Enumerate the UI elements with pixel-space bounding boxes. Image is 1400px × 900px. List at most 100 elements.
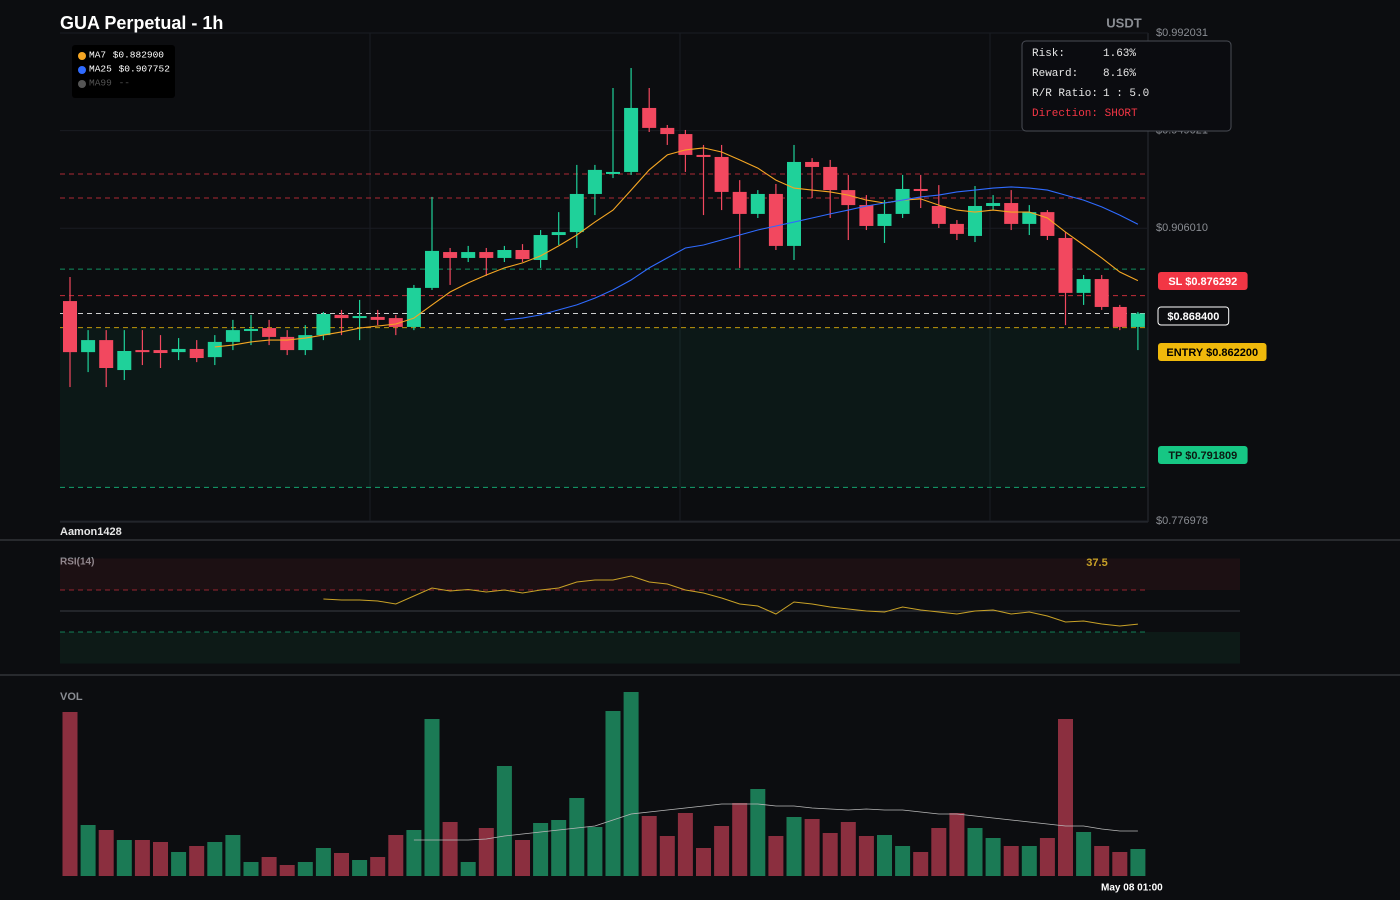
candle-body [406,287,421,327]
candle-body [768,193,783,246]
volume-bar [153,842,168,876]
candle-body [750,193,765,214]
candle-body [841,190,856,206]
price-tag [1158,446,1248,464]
candle-body [968,205,982,236]
volume-bar [116,840,132,876]
candle-body [1130,313,1145,327]
volume-bar [877,835,892,876]
risk-label: Reward: [1032,68,1078,80]
volume-bar [496,766,512,876]
overbought-zone [60,558,1240,590]
risk-box-frame [1021,40,1232,132]
volume-bar [370,857,386,876]
volume-bar [460,862,476,876]
volume-bar [134,840,150,876]
volume-bar [641,816,657,876]
candle-body [316,313,331,336]
risk-label: R/R Ratio: [1032,88,1098,100]
candle-body [949,223,964,234]
candle-body [606,171,620,174]
candle-body [877,213,892,226]
candle-body [1076,279,1091,293]
volume-bar [62,712,78,876]
volume-bar [677,813,693,876]
volume-bar [442,822,458,876]
volume-bar [714,826,730,876]
candle-body [1058,237,1073,293]
candle-body [696,154,711,157]
x-tick-label: May 08 01:00 [1101,883,1163,894]
candle-body [99,340,114,369]
risk-box: Risk: 1.63% Reward: 8.16% R/R Ratio: 1 : 5.0 D… [1021,40,1232,132]
volume-bar [822,833,838,876]
candle-body [352,316,367,319]
chart-title: GUA Perpetual - 1h [60,13,223,33]
candle-body [388,318,403,327]
candle-body [986,203,1001,206]
legend-value: $0.907752 [119,64,171,75]
candle-body [1040,212,1055,236]
volume-bar [1130,849,1146,876]
candle-body [497,250,512,258]
volume-bar [985,838,1001,876]
volume-bar [1039,838,1055,876]
volume-bar [98,830,114,876]
volume-bar [569,798,585,876]
candle-body [189,348,204,359]
candle-body [714,156,729,192]
candle-body [732,191,747,214]
candle-body [225,330,240,342]
volume-bar [315,848,331,876]
volume-bar [406,830,422,876]
candle-body [913,188,928,192]
candle-body [370,316,385,320]
candle-body [787,161,801,246]
volume-bar [1112,852,1128,876]
volume-bar [696,848,711,876]
candle-body [1112,306,1127,327]
volume-bar [225,835,241,876]
ma-line [214,147,1139,348]
watermark: Aamon1428 [60,526,122,538]
volume-bar [189,846,205,876]
candle-body [1004,203,1019,224]
candle-body [117,350,132,371]
candle-body [244,328,258,332]
price-tag-label: TP $0.791809 [1168,450,1237,462]
volume-bar [967,828,983,876]
y-tick-label: $0.776978 [1156,515,1208,527]
rsi-value-label: 37.5 [1086,557,1107,569]
risk-value: 1.63% [1103,48,1136,60]
volume-bar [80,825,96,876]
legend-name: MA25 [89,64,112,75]
candle-body [207,341,222,358]
volume-bar [1076,832,1092,876]
legend-value: $0.882900 [113,50,165,61]
volume-bar [768,836,784,876]
volume-bar [949,813,965,876]
candle-body [1094,279,1109,307]
risk-label: Risk: [1032,48,1065,60]
vol-title: VOL [60,691,83,703]
volume-bar [605,711,621,876]
legend-swatch [78,80,86,88]
price-tag [1158,343,1267,361]
volume-bar [297,862,313,876]
volume-bar [279,865,295,876]
price-tag [1158,272,1248,290]
risk-value: 1 : 5.0 [1103,88,1149,100]
y-tick-label: $0.906010 [1156,222,1208,234]
volume-bar [623,692,639,876]
volume-bar [352,860,368,876]
volume-bar [1094,846,1110,876]
volume-bar [931,828,947,876]
candle-body [642,107,657,128]
legend-swatch [78,66,86,74]
oversold-zone [60,632,1240,664]
candle-body [63,301,77,353]
